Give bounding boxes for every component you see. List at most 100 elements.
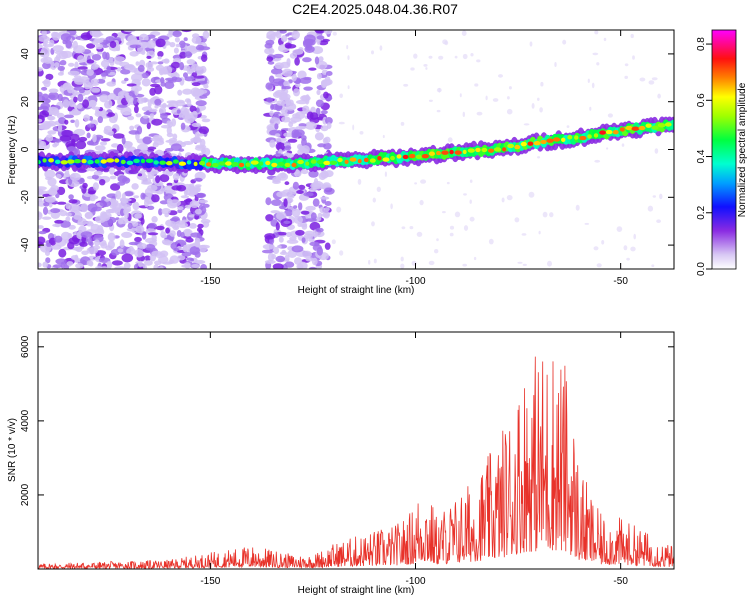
noise-speckle [304,45,315,53]
noise-speckle [48,187,58,196]
noise-speckle [346,45,349,50]
ridge-peak [305,161,310,166]
noise-speckle [52,108,60,117]
noise-speckle [119,239,125,249]
noise-speckle [151,194,160,203]
noise-speckle [183,37,188,42]
noise-speckle [521,233,527,236]
noise-speckle [90,87,101,93]
noise-speckle [624,63,629,67]
noise-speckle [537,97,540,102]
noise-speckle [485,95,488,101]
ridge-peak [100,159,107,164]
noise-speckle [125,94,131,102]
noise-speckle [109,60,115,66]
noise-speckle [276,211,287,221]
noise-speckle [194,239,201,248]
noise-speckle [102,51,108,60]
noise-speckle [38,212,43,217]
noise-speckle [144,198,149,208]
noise-speckle [38,118,43,123]
noise-speckle [127,115,135,121]
ridge-peak [172,159,179,164]
noise-speckle [171,61,181,69]
noise-speckle [191,264,200,268]
noise-speckle [68,199,78,204]
noise-speckle [158,255,169,264]
noise-speckle [562,39,567,45]
noise-speckle [70,119,75,124]
noise-speckle [57,65,65,71]
noise-speckle [45,73,54,81]
noise-speckle [194,208,202,215]
noise-speckle [149,87,156,96]
noise-speckle [470,53,474,57]
noise-speckle [86,247,99,255]
snr-y-label: SNR (10 * v/v) [7,418,18,482]
noise-speckle [589,106,592,111]
noise-speckle [124,141,133,148]
noise-speckle [195,192,207,199]
noise-speckle [347,85,350,90]
noise-speckle [68,237,80,245]
noise-speckle [191,122,201,127]
noise-speckle [308,170,319,178]
noise-speckle [196,66,205,75]
noise-speckle [182,141,194,145]
ridge-peak [390,155,395,161]
noise-speckle [275,142,286,151]
noise-speckle [169,230,176,237]
ridge-peak [561,137,566,142]
noise-speckle [261,249,274,254]
noise-speckle [104,130,114,136]
noise-speckle [298,202,303,211]
noise-speckle [267,252,275,262]
noise-speckle [125,64,135,69]
noise-speckle [121,136,126,145]
ridge-peak [402,154,409,160]
ridge-peak [349,157,357,162]
noise-speckle [517,261,523,264]
noise-speckle [68,62,75,67]
noise-speckle [279,205,286,210]
noise-speckle [373,258,377,264]
spectrogram-y-ticks: -40 -20 0 20 40 [20,48,674,252]
ridge-peak [377,156,382,161]
noise-speckle [275,30,282,39]
noise-speckle [160,77,165,84]
y-tick-label: 2000 [20,483,31,506]
noise-speckle [114,266,127,269]
noise-speckle [137,96,145,104]
signal-ridge-layer [38,116,674,175]
noise-speckle [656,219,661,223]
noise-speckle [304,121,317,130]
noise-speckle [283,80,290,88]
noise-speckle [165,227,171,234]
noise-speckle [89,197,96,202]
noise-speckle [116,181,126,186]
noise-speckle [554,62,557,67]
noise-speckle [38,44,43,49]
ridge-peak [409,153,416,159]
noise-speckle [64,119,69,125]
noise-speckle [43,56,53,64]
noise-speckle [38,91,43,97]
noise-speckle [132,93,145,98]
noise-speckle [566,125,570,128]
noise-speckle [186,59,196,65]
noise-speckle [592,52,599,56]
noise-speckle [109,40,117,49]
noise-speckle [607,113,614,118]
noise-speckle [91,106,101,110]
noise-speckle [165,219,176,227]
y-tick-label: 4000 [20,409,31,432]
noise-speckle [177,89,183,96]
noise-speckle [86,260,93,266]
noise-speckle [76,104,83,109]
noise-speckle [425,67,428,70]
noise-speckle [142,136,153,145]
noise-speckle [291,208,301,218]
noise-speckle [52,223,62,227]
noise-speckle [596,263,602,268]
noise-speckle [419,199,424,206]
